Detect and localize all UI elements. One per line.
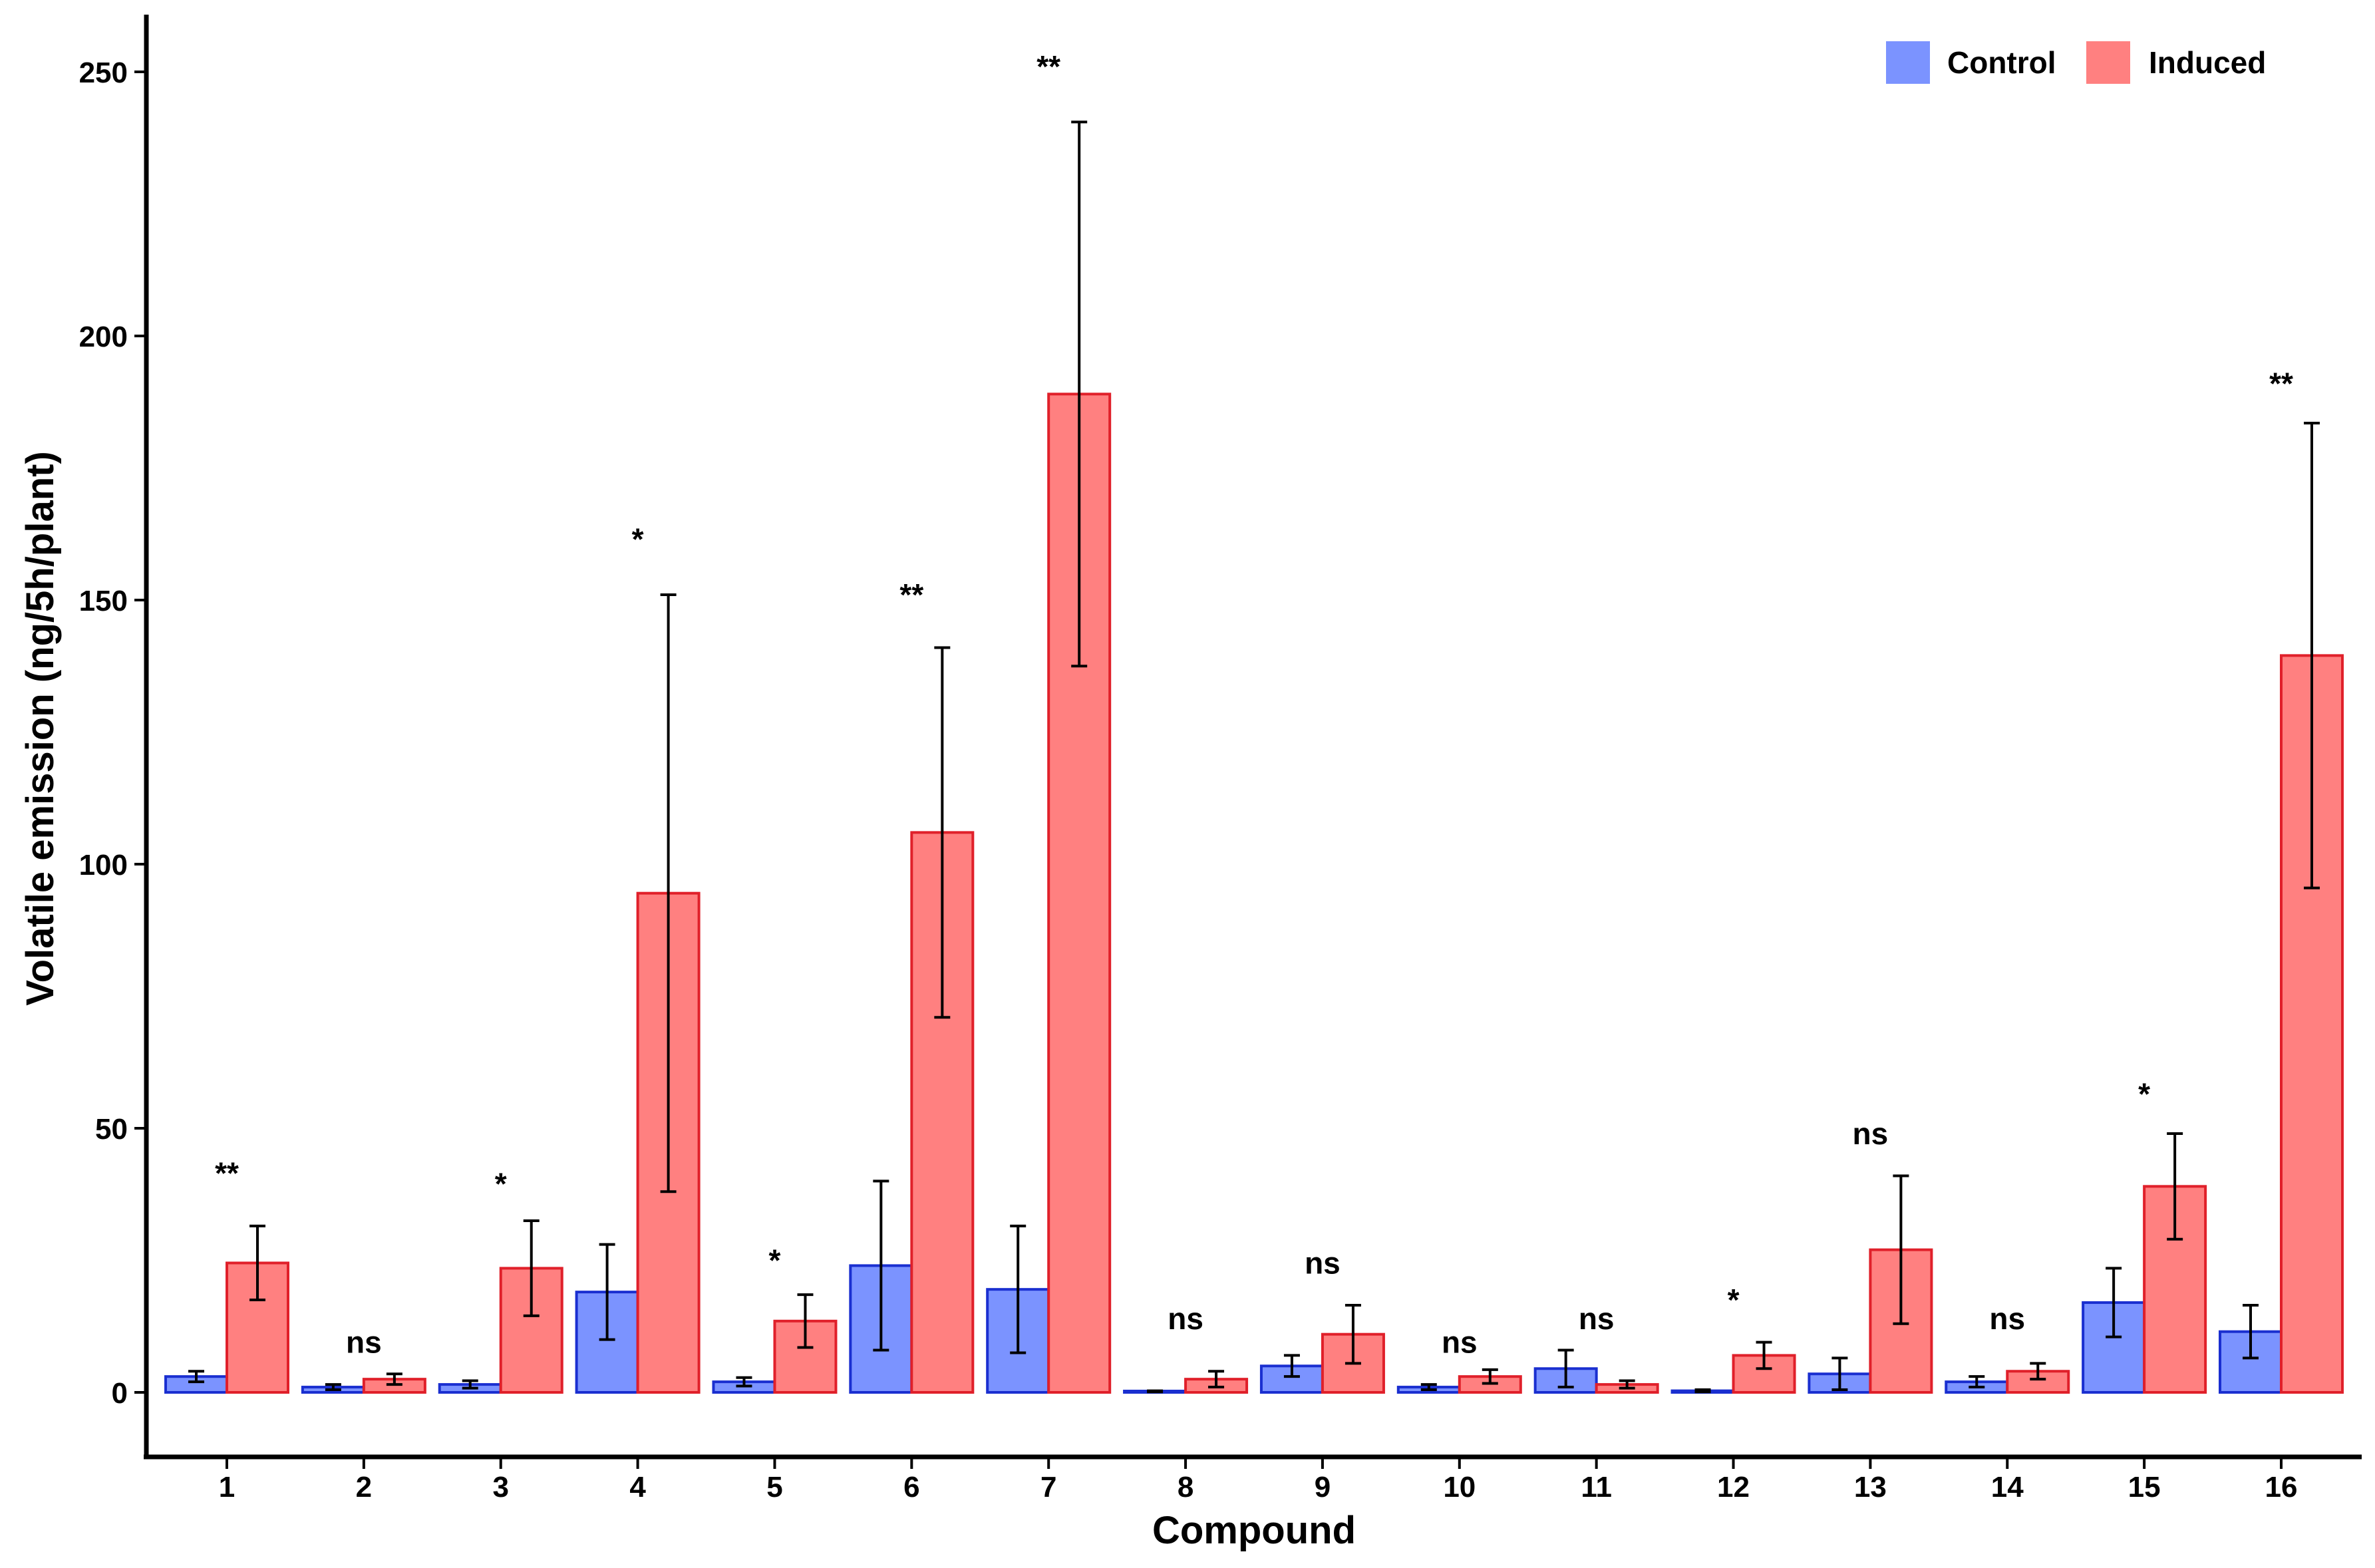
significance-label-9: ns: [1305, 1245, 1341, 1280]
error-bar-induced-14: [2030, 1362, 2046, 1381]
axes: [144, 15, 2362, 1460]
x-axis-title: Compound: [1152, 1509, 1356, 1552]
x-tick-label: 8: [1178, 1471, 1193, 1503]
significance-label-13: ns: [1853, 1116, 1889, 1151]
error-bar-control-11: [1557, 1348, 1574, 1389]
y-tick-label: 100: [79, 849, 128, 881]
y-axis-title: Volatile emission (ng/5h/plant): [19, 451, 62, 1006]
significance-label-7: **: [1036, 49, 1060, 84]
y-tick-label: 250: [79, 57, 128, 89]
error-bar-control-15: [2106, 1267, 2122, 1338]
legend-swatch-induced: [2086, 41, 2130, 84]
error-bar-control-8: [1147, 1389, 1164, 1394]
significance-label-3: *: [495, 1166, 507, 1201]
y-tick-label: 50: [95, 1113, 128, 1146]
error-bar-induced-3: [523, 1219, 540, 1317]
error-bar-control-4: [599, 1243, 615, 1341]
error-bar-induced-15: [2167, 1132, 2183, 1241]
significance-label-2: ns: [346, 1325, 382, 1360]
significance-label-5: *: [769, 1243, 781, 1278]
significance-label-6: **: [899, 577, 923, 612]
significance-label-11: ns: [1579, 1301, 1615, 1336]
x-tick-label: 4: [629, 1471, 646, 1503]
x-tick-label: 15: [2128, 1471, 2161, 1503]
significance-label-4: *: [632, 522, 644, 557]
error-bar-induced-1: [249, 1224, 265, 1302]
error-bar-induced-2: [386, 1372, 402, 1386]
error-bar-control-5: [736, 1376, 752, 1388]
x-tick-label: 2: [356, 1471, 372, 1503]
error-bar-control-3: [462, 1379, 478, 1390]
error-bar-control-7: [1010, 1224, 1027, 1354]
error-bar-induced-6: [934, 646, 951, 1019]
error-bar-control-12: [1694, 1388, 1711, 1394]
x-tick-label: 3: [492, 1471, 508, 1503]
significance-label-8: ns: [1168, 1301, 1203, 1336]
x-tick-label: 13: [1854, 1471, 1887, 1503]
legend-swatch-control: [1886, 41, 1930, 84]
x-tick-label: 16: [2265, 1471, 2298, 1503]
significance-label-12: *: [1728, 1283, 1740, 1317]
error-bar-induced-10: [1482, 1368, 1498, 1385]
error-bar-control-14: [1969, 1375, 1985, 1389]
x-tick-label: 10: [1443, 1471, 1476, 1503]
x-tick-label: 12: [1717, 1471, 1750, 1503]
y-tick-label: 200: [79, 321, 128, 353]
error-bar-control-16: [2243, 1303, 2259, 1360]
x-tick-label: 1: [219, 1471, 235, 1503]
error-bar-induced-13: [1893, 1174, 1909, 1325]
legend-label-control: Control: [1947, 45, 2056, 80]
error-bar-induced-7: [1071, 120, 1088, 668]
error-bar-induced-9: [1345, 1303, 1361, 1365]
error-bar-control-1: [188, 1370, 204, 1384]
x-tick-label: 14: [1991, 1471, 2024, 1503]
error-bar-induced-12: [1756, 1340, 1772, 1370]
significance-label-16: **: [2269, 366, 2293, 400]
error-bar-induced-4: [660, 593, 677, 1193]
significance-label-10: ns: [1442, 1325, 1478, 1360]
error-bars: [188, 120, 2320, 1394]
bars: [164, 392, 2344, 1394]
error-bar-control-9: [1283, 1354, 1300, 1378]
significance-label-14: ns: [1989, 1301, 2025, 1336]
legend-label-induced: Induced: [2149, 45, 2266, 80]
error-bar-induced-11: [1619, 1379, 1635, 1390]
x-tick-label: 9: [1315, 1471, 1331, 1503]
significance-label-15: *: [2138, 1076, 2150, 1111]
significance-label-1: **: [215, 1156, 239, 1190]
error-bar-induced-5: [797, 1293, 814, 1349]
legend: Control Induced: [1886, 41, 2266, 84]
tick-marks: [134, 71, 2283, 1469]
error-bar-induced-16: [2304, 422, 2320, 889]
x-tick-label: 11: [1581, 1471, 1612, 1503]
error-bar-induced-8: [1208, 1370, 1225, 1389]
error-bar-control-2: [325, 1383, 341, 1392]
y-tick-label: 0: [112, 1377, 128, 1410]
error-bar-control-13: [1831, 1356, 1848, 1392]
x-tick-label: 6: [903, 1471, 919, 1503]
y-tick-label: 150: [79, 585, 128, 617]
error-bar-control-6: [873, 1179, 889, 1352]
error-bar-control-10: [1420, 1383, 1437, 1392]
x-tick-label: 7: [1040, 1471, 1056, 1503]
x-tick-label: 5: [766, 1471, 782, 1503]
